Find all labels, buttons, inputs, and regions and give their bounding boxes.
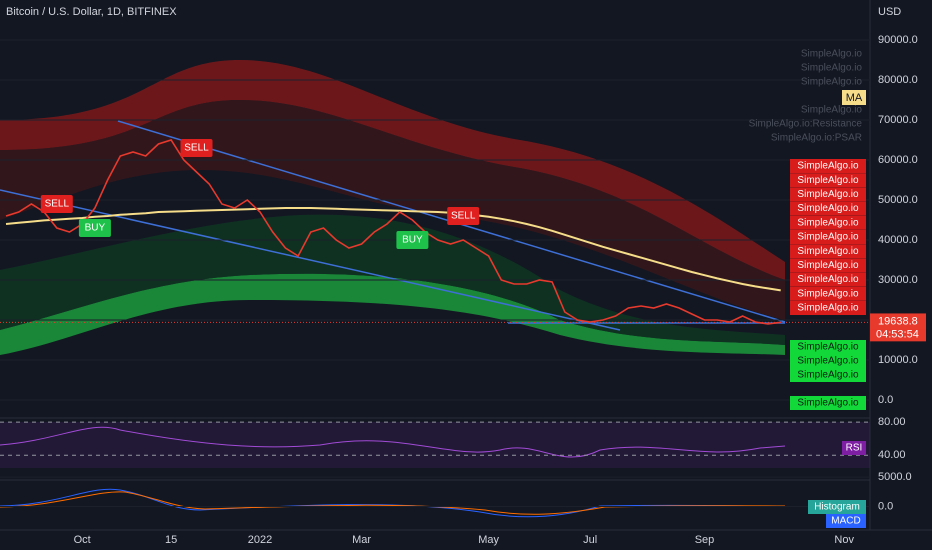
macd-tag-label: MACD [831, 516, 860, 527]
resistance-tag [790, 301, 866, 315]
resistance-tag [790, 244, 866, 259]
x-tick-label: Nov [834, 534, 854, 546]
signal-label: SELL [184, 143, 209, 154]
countdown: 04:53:54 [876, 328, 919, 340]
x-tick-label: Sep [695, 534, 715, 546]
x-tick-label: May [478, 534, 499, 546]
macd-tag [808, 500, 866, 514]
x-tick-label: 15 [165, 534, 177, 546]
support-band [0, 273, 785, 355]
signal-box [180, 139, 213, 157]
resistance-tag-label: SimpleAlgo.io [797, 175, 859, 186]
resistance-tag-label: SimpleAlgo.io [797, 246, 859, 257]
rsi-band [0, 422, 870, 468]
signal-label: BUY [85, 223, 106, 234]
resistance-tag [790, 286, 866, 301]
resistance-tag-label: SimpleAlgo.io [797, 303, 859, 314]
signal-label: BUY [402, 235, 423, 246]
indicator-label: SimpleAlgo.io [801, 49, 863, 60]
y-tick-label: 0.0 [878, 394, 893, 406]
ma-line [5, 207, 781, 292]
signal-label: SELL [45, 199, 70, 210]
resistance-tag-label: SimpleAlgo.io [797, 217, 859, 228]
y-tick-label: 10000.0 [878, 354, 918, 366]
chart-title: Bitcoin / U.S. Dollar, 1D, BITFINEX [6, 6, 177, 18]
y-tick-label: 50000.0 [878, 194, 918, 206]
resistance-tag [790, 230, 866, 244]
resistance-tag-label: SimpleAlgo.io [797, 288, 859, 299]
resistance-tag [790, 187, 866, 202]
indicator-label: SimpleAlgo.io [801, 105, 863, 116]
resistance-tag-label: SimpleAlgo.io [797, 232, 859, 243]
x-tick-label: Jul [583, 534, 597, 546]
resistance-tag [790, 272, 866, 287]
support-tag [790, 368, 866, 382]
support-tag-label: SimpleAlgo.io [797, 342, 859, 353]
y-tick-label: 30000.0 [878, 274, 918, 286]
indicator-label: SimpleAlgo.io:Resistance [749, 119, 863, 130]
signal-box [78, 219, 111, 237]
rsi-tag-label: RSI [846, 443, 863, 454]
signal-box [40, 195, 73, 213]
resistance-tag-label: SimpleAlgo.io [797, 189, 859, 200]
support-tag-label: SimpleAlgo.io [797, 370, 859, 381]
indicator-label: SimpleAlgo.io:PSAR [771, 133, 862, 144]
macd-tag [826, 514, 866, 528]
rsi-line [0, 426, 786, 458]
signal-box [447, 207, 480, 225]
y-tick-label: 90000.0 [878, 34, 918, 46]
resistance-price-label: 19638.8 [878, 315, 918, 327]
rsi-tick-label: 80.00 [878, 416, 906, 428]
currency: USD [878, 6, 901, 18]
x-tick-label: Mar [352, 534, 371, 546]
support-tag-label: SimpleAlgo.io [797, 398, 859, 409]
indicator-label: SimpleAlgo.io [801, 77, 863, 88]
resistance-tag-label: SimpleAlgo.io [797, 161, 859, 172]
macd-line [0, 488, 786, 518]
macd-tick-label: 5000.0 [878, 471, 912, 483]
trendline [0, 189, 621, 331]
resistance-tag-label: SimpleAlgo.io [797, 274, 859, 285]
macd-tick-label: 0.0 [878, 500, 893, 512]
resistance-tag [790, 215, 866, 230]
rsi-tag [842, 441, 866, 455]
price-line [5, 139, 781, 325]
resistance-tag-label: SimpleAlgo.io [797, 260, 859, 271]
y-tick-label: 40000.0 [878, 234, 918, 246]
y-tick-label: 80000.0 [878, 74, 918, 86]
resistance-band [0, 60, 785, 280]
macd-tag-label: Histogram [814, 502, 860, 513]
x-tick-label: 2022 [248, 534, 272, 546]
resistance-tag [790, 173, 866, 188]
support-fill [0, 214, 785, 345]
x-tick-label: Oct [74, 534, 91, 546]
rsi-tick-label: 40.00 [878, 449, 906, 461]
ma-legend-box [842, 90, 866, 105]
resistance-tag-label: SimpleAlgo.io [797, 203, 859, 214]
support-tag-label: SimpleAlgo.io [797, 356, 859, 367]
signal-box [396, 231, 429, 249]
signal-label: SELL [451, 211, 476, 222]
resistance-price-box [870, 313, 926, 330]
support-tag [790, 340, 866, 354]
resistance-tag [790, 201, 866, 216]
support-tag [790, 396, 866, 410]
y-tick-label: 60000.0 [878, 154, 918, 166]
resistance-tag [790, 159, 866, 173]
y-tick-label: 70000.0 [878, 114, 918, 126]
resistance-tag [790, 258, 866, 273]
ma-legend: MA [846, 92, 863, 104]
indicator-label: SimpleAlgo.io [801, 63, 863, 74]
support-tag [790, 354, 866, 368]
